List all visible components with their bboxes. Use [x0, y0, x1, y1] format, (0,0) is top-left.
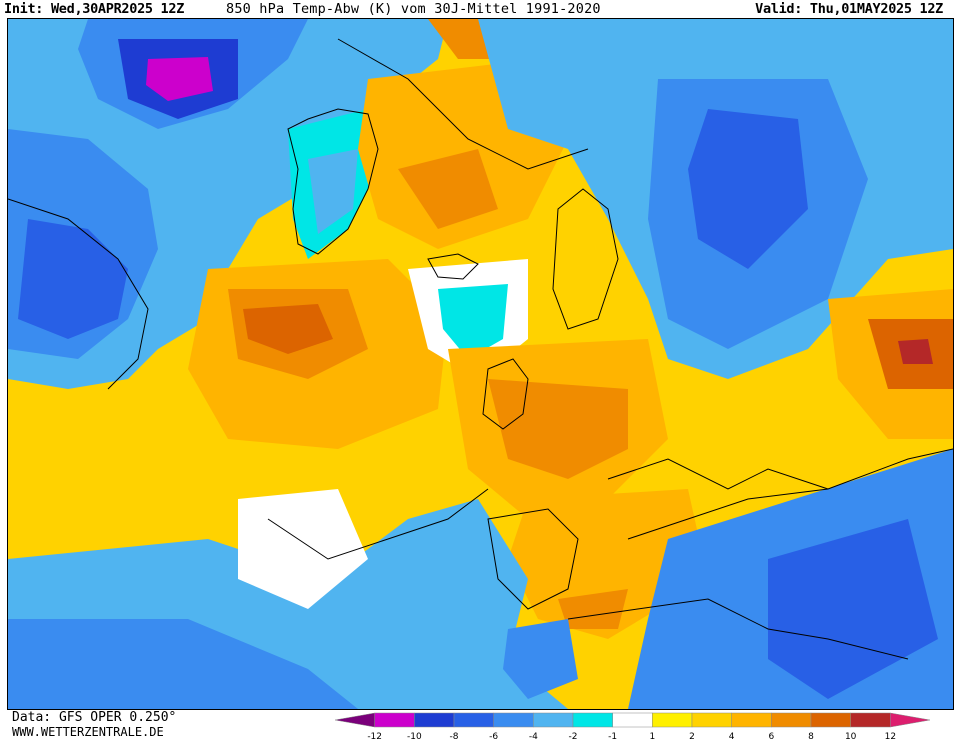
- map-canvas: [8, 19, 953, 709]
- init-label: Init:: [4, 1, 44, 17]
- website-link[interactable]: WWW.WETTERZENTRALE.DE: [12, 725, 164, 739]
- init-time: Init: Wed,30APR2025 12Z: [4, 0, 184, 18]
- warm-region-east-peak: [898, 339, 933, 364]
- legend-swatch: [374, 712, 415, 728]
- valid-label: Valid:: [755, 1, 803, 17]
- data-source: Data: GFS OPER 0.250°: [12, 710, 177, 725]
- coastline-greenland: [287, 108, 379, 255]
- cold-region-morocco: [503, 619, 578, 699]
- legend-tick-label: -12: [367, 732, 382, 741]
- cold-region-greenland-core: [308, 149, 358, 234]
- legend-swatch: [453, 712, 494, 728]
- legend-swatch: [414, 712, 455, 728]
- footer-info: Data: GFS OPER 0.250° WWW.WETTERZENTRALE…: [12, 710, 177, 740]
- legend-tick-label: -10: [407, 732, 422, 741]
- legend-swatch: [731, 712, 772, 728]
- init-value: Wed,30APR2025 12Z: [50, 1, 185, 17]
- anomaly-map[interactable]: [7, 18, 954, 710]
- legend-tick-label: 10: [845, 732, 857, 741]
- warm-region-north-africa: [558, 589, 628, 629]
- legend-bar: -12 -10 -8 -6 -4 -2 -1 1 2 4 6 8 10 12: [334, 712, 931, 742]
- coastline-scandinavia: [552, 188, 619, 330]
- warm-region-iceland-core: [398, 149, 498, 229]
- valid-time: Valid: Thu,01MAY2025 12Z: [755, 0, 943, 18]
- legend-swatch: [612, 712, 653, 728]
- legend-tick-label: 2: [689, 732, 695, 741]
- cold-region-subtropical-core: [8, 619, 358, 709]
- cold-region-north-sea: [438, 284, 508, 359]
- cold-region-russia-core: [688, 109, 808, 269]
- valid-value: Thu,01MAY2025 12Z: [809, 1, 943, 17]
- map-header: Init: Wed,30APR2025 12Z 850 hPa Temp-Abw…: [0, 0, 959, 18]
- warm-region-europe-core: [488, 379, 628, 479]
- legend-tick-label: -1: [608, 732, 617, 741]
- zero-contours: [267, 38, 953, 560]
- legend-tick-label: 8: [808, 732, 814, 741]
- legend-tick-label: 1: [649, 732, 655, 741]
- legend-swatch: [334, 712, 375, 728]
- contour-line-3: [627, 448, 953, 540]
- legend-tick-label: -6: [489, 732, 498, 741]
- cold-region-labrador-core: [18, 219, 128, 339]
- legend-tick-label: -2: [569, 732, 578, 741]
- cold-region-africa-core: [768, 519, 938, 699]
- legend-swatch: [533, 712, 574, 728]
- legend-tick-label: 12: [885, 732, 896, 741]
- legend-swatch: [572, 712, 613, 728]
- coastlines: [8, 108, 909, 660]
- legend-swatch: [691, 712, 732, 728]
- coastline-mediterranean: [607, 458, 829, 490]
- coastline-iceland: [427, 253, 479, 280]
- legend-swatch: [850, 712, 891, 728]
- legend-swatch: [493, 712, 534, 728]
- legend-tick-label: 6: [768, 732, 774, 741]
- warm-region-atlantic-peak: [243, 304, 333, 354]
- coastline-britain: [482, 358, 529, 430]
- legend-tick-label: -4: [529, 732, 538, 741]
- parameter-title: 850 hPa Temp-Abw (K) vom 30J-Mittel 1991…: [226, 1, 601, 17]
- contour-line-1: [337, 38, 589, 170]
- neutral-region-azores: [238, 489, 368, 609]
- legend-swatch: [652, 712, 693, 728]
- coastline-north-africa: [567, 598, 909, 660]
- legend-tick-label: 4: [729, 732, 735, 741]
- legend-swatch: [771, 712, 812, 728]
- coastline-iberia: [487, 508, 579, 610]
- color-legend: -12 -10 -8 -6 -4 -2 -1 1 2 4 6 8 10 12: [330, 711, 959, 742]
- coastline-labrador: [8, 198, 149, 390]
- legend-swatch: [890, 712, 931, 728]
- legend-swatch: [810, 712, 851, 728]
- cold-region-arctic-extreme: [146, 57, 213, 101]
- legend-tick-label: -8: [450, 732, 459, 741]
- contour-line-2: [267, 488, 489, 560]
